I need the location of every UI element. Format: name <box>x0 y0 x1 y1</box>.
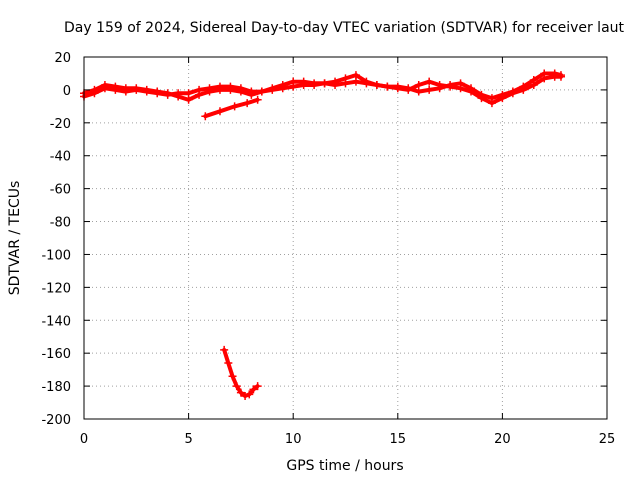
y-tick-label: -20 <box>50 117 71 132</box>
data-point <box>268 84 277 93</box>
data-point <box>142 85 151 94</box>
data-point <box>241 391 250 400</box>
data-point <box>174 92 183 101</box>
data-point <box>245 390 254 399</box>
data-point <box>425 77 434 86</box>
data-point <box>236 388 245 397</box>
data-point <box>498 94 507 103</box>
data-point <box>201 112 210 121</box>
data-point <box>414 80 423 89</box>
data-point <box>184 95 193 104</box>
data-point <box>100 80 109 89</box>
y-tick-label: -160 <box>41 347 71 362</box>
series-rising-segment <box>201 95 262 121</box>
grid <box>84 57 607 419</box>
data-point <box>425 85 434 94</box>
data-point <box>121 84 130 93</box>
series-main-trace-a <box>80 69 565 103</box>
y-tick-label: -60 <box>50 183 71 198</box>
data-point <box>372 80 381 89</box>
y-axis-label: SDTVAR / TECUs <box>7 181 23 296</box>
data-point <box>446 82 455 91</box>
data-point <box>477 94 486 103</box>
y-tick-label: 20 <box>54 51 71 66</box>
series-line <box>203 97 260 119</box>
data-point <box>111 82 120 91</box>
data-point <box>341 79 350 88</box>
data-point <box>278 80 287 89</box>
x-tick-label: 10 <box>285 432 302 447</box>
axis-ticks: 0 5 10 15 20 25-200-180-160-140-120-100-80-60… <box>41 51 615 447</box>
data-point <box>249 385 258 394</box>
plot-frame <box>83 56 608 420</box>
data-point <box>540 74 549 83</box>
data-point <box>205 87 214 96</box>
data-point <box>508 89 517 98</box>
data-point <box>331 80 340 89</box>
data-point <box>153 87 162 96</box>
data-point <box>351 77 360 86</box>
data-point <box>393 84 402 93</box>
data-point <box>132 84 141 93</box>
data-point <box>243 99 252 108</box>
y-tick-label: -180 <box>41 380 71 395</box>
x-tick-label: 20 <box>494 432 511 447</box>
series-line <box>82 71 563 101</box>
data-point <box>257 87 266 96</box>
data-point <box>247 90 256 99</box>
y-tick-label: 0 <box>63 84 71 99</box>
x-tick-label: 5 <box>184 432 192 447</box>
x-tick-label: 15 <box>390 432 407 447</box>
data-point <box>230 102 239 111</box>
data-point <box>487 99 496 108</box>
data-point <box>467 87 476 96</box>
data-point <box>299 77 308 86</box>
y-tick-label: -40 <box>50 150 71 165</box>
data-point <box>456 84 465 93</box>
data-point <box>253 382 262 391</box>
series-main-trace-b <box>80 72 565 108</box>
x-axis-label: GPS time / hours <box>286 458 403 474</box>
x-tick-label: 25 <box>599 432 616 447</box>
data-point <box>232 382 241 391</box>
data-point <box>310 79 319 88</box>
data-point <box>90 85 99 94</box>
data-point <box>220 345 229 354</box>
data-point <box>435 80 444 89</box>
data-point <box>253 95 262 104</box>
y-tick-label: -140 <box>41 314 71 329</box>
data-point <box>163 89 172 98</box>
series-dip-segment <box>220 345 262 400</box>
data-point <box>383 82 392 91</box>
y-tick-label: -100 <box>41 248 71 263</box>
x-tick-label: 0 <box>80 432 88 447</box>
data-point <box>529 80 538 89</box>
data-series <box>80 69 565 400</box>
data-point <box>224 359 233 368</box>
y-tick-label: -120 <box>41 281 71 296</box>
data-point <box>404 85 413 94</box>
data-point <box>519 85 528 94</box>
data-point <box>226 85 235 94</box>
data-point <box>215 107 224 116</box>
data-point <box>362 79 371 88</box>
chart-title: Day 159 of 2024, Sidereal Day-to-day VTE… <box>64 20 625 36</box>
data-point <box>236 87 245 96</box>
data-point <box>215 85 224 94</box>
y-tick-label: -80 <box>50 216 71 231</box>
data-point <box>228 372 237 381</box>
data-point <box>556 72 565 81</box>
y-tick-label: -200 <box>41 413 71 428</box>
data-point <box>289 77 298 86</box>
data-point <box>320 79 329 88</box>
data-point <box>195 90 204 99</box>
